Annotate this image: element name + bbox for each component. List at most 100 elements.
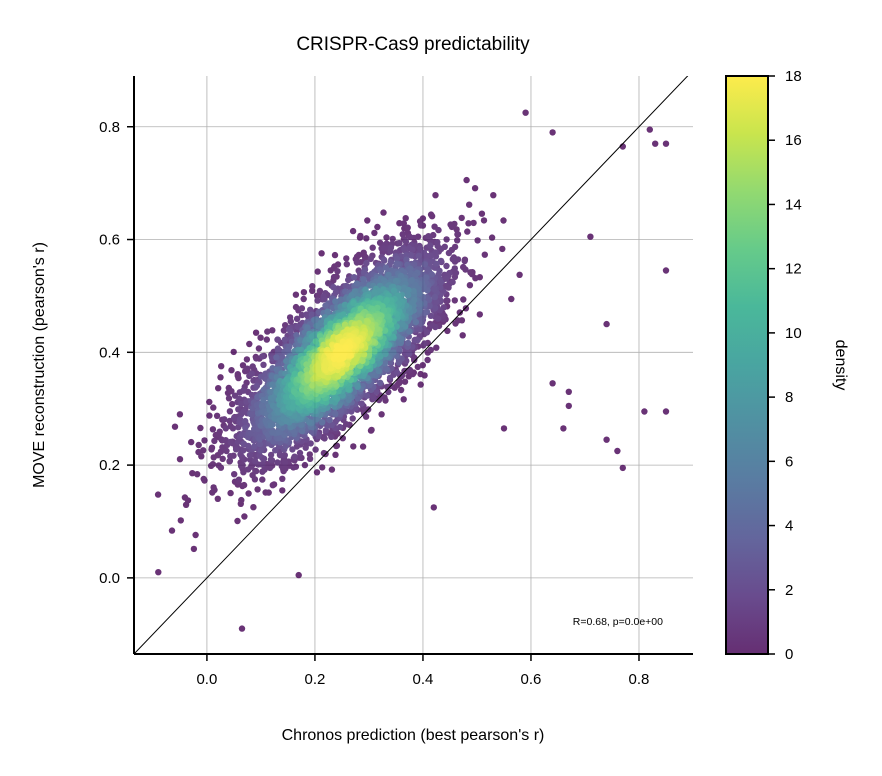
scatter-point	[269, 381, 276, 388]
scatter-point	[343, 255, 350, 262]
scatter-point	[255, 345, 263, 352]
scatter-point	[330, 284, 337, 291]
scatter-point	[461, 257, 468, 265]
scatter-point	[304, 324, 311, 331]
scatter-point	[476, 311, 483, 318]
scatter-point	[363, 392, 371, 399]
scatter-point	[336, 423, 344, 431]
scatter-point	[267, 456, 275, 463]
scatter-point	[234, 438, 242, 445]
scatter-point	[330, 273, 338, 281]
scatter-point	[377, 379, 384, 386]
scatter-point	[280, 327, 288, 334]
scatter-point	[423, 329, 431, 336]
scatter-point	[237, 400, 245, 408]
scatter-point	[227, 439, 234, 446]
scatter-point	[405, 286, 412, 294]
scatter-point	[176, 456, 184, 463]
scatter-point	[471, 185, 479, 192]
y-tick-label: 0.2	[99, 457, 120, 474]
scatter-point	[401, 246, 408, 253]
scatter-point	[246, 340, 253, 348]
scatter-point	[460, 263, 467, 271]
scatter-point	[253, 382, 261, 390]
scatter-point	[313, 322, 320, 329]
scatter-point	[417, 245, 424, 252]
scatter-point	[500, 425, 508, 432]
scatter-point	[230, 414, 238, 422]
scatter-point	[354, 367, 361, 375]
scatter-point	[383, 234, 390, 241]
scatter-point	[478, 210, 486, 217]
identity-reference-line	[134, 76, 689, 654]
scatter-point	[312, 338, 319, 345]
scatter-point	[442, 282, 449, 290]
scatter-point	[348, 292, 355, 299]
scatter-point	[274, 407, 282, 415]
scatter-point	[453, 226, 460, 233]
scatter-point	[401, 378, 409, 385]
scatter-point	[287, 318, 294, 325]
scatter-point	[324, 308, 331, 315]
scatter-point	[396, 239, 403, 247]
scatter-point	[238, 625, 246, 632]
scatter-point	[508, 295, 515, 303]
x-tick-label: 0.2	[305, 671, 326, 688]
scatter-point	[356, 234, 364, 241]
scatter-point	[394, 261, 402, 268]
scatter-point	[243, 356, 251, 363]
scatter-point	[565, 402, 572, 410]
scatter-point	[619, 464, 626, 472]
colorbar-tick-label: 2	[785, 582, 793, 599]
scatter-point	[333, 442, 340, 450]
scatter-point	[291, 388, 298, 395]
scatter-point	[298, 427, 306, 435]
x-axis-ticks: 0.0 0.2 0.4 0.6 0.8	[196, 654, 649, 688]
scatter-point	[327, 365, 335, 372]
scatter-point	[242, 417, 249, 425]
scatter-point	[239, 362, 247, 369]
scatter-point	[253, 355, 260, 362]
scatter-point	[306, 455, 314, 462]
scatter-point	[301, 461, 309, 469]
scatter-point	[427, 346, 434, 354]
scatter-point	[395, 359, 402, 366]
scatter-point	[238, 496, 245, 504]
scatter-point	[409, 343, 416, 350]
scatter-point	[414, 337, 421, 344]
scatter-point	[376, 239, 384, 246]
scatter-point	[353, 280, 361, 287]
scatter-point	[448, 223, 456, 231]
scatter-point	[641, 408, 648, 415]
scatter-point	[427, 242, 434, 249]
colorbar-tick-label: 18	[785, 68, 802, 85]
scatter-point	[206, 412, 213, 419]
scatter-point	[217, 464, 225, 471]
scatter-point	[466, 201, 473, 208]
scatter-point	[373, 388, 380, 395]
scatter-point	[549, 129, 556, 136]
scatter-point	[209, 426, 217, 433]
scatter-point	[371, 348, 378, 355]
scatter-point	[281, 452, 288, 459]
scatter-point	[307, 306, 314, 313]
scatter-point	[251, 457, 259, 464]
scatter-point	[292, 291, 300, 298]
scatter-point	[419, 362, 426, 369]
scatter-point	[272, 447, 279, 454]
scatter-point	[228, 367, 235, 374]
scatter-point	[345, 276, 352, 284]
scatter-point	[261, 466, 268, 473]
scatter-point	[662, 267, 670, 274]
scatter-point	[192, 531, 199, 539]
scatter-point	[219, 455, 226, 462]
scatter-point	[231, 471, 238, 478]
scatter-point	[267, 451, 275, 459]
scatter-point	[211, 486, 218, 494]
scatter-point	[229, 400, 236, 408]
scatter-point	[560, 425, 567, 432]
scatter-point	[239, 462, 246, 469]
scatter-point	[402, 215, 409, 222]
scatter-point	[293, 332, 300, 339]
scatter-point	[259, 476, 266, 483]
